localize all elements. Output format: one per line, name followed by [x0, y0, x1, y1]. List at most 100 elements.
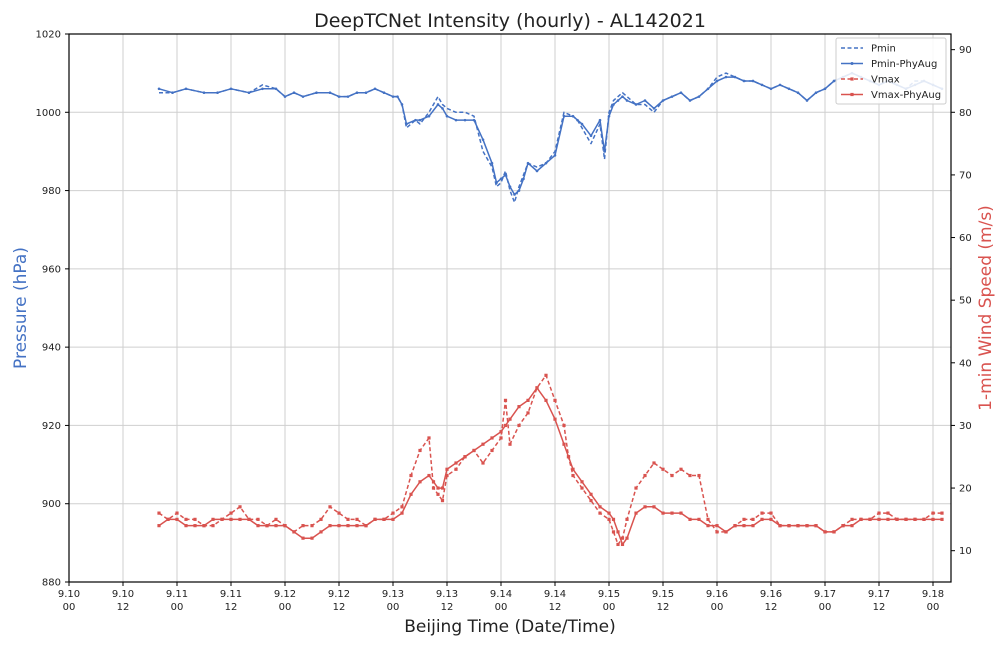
vmax-point — [769, 511, 773, 515]
pmin-phyaug-point — [301, 95, 305, 98]
vmax-phyaug-point — [508, 417, 512, 421]
pmin-phyaug-point — [454, 118, 458, 122]
vmax-phyaug-point — [517, 405, 521, 409]
pmin-phyaug-point — [157, 87, 161, 91]
x-tick-label: 00 — [711, 602, 724, 613]
pmin-phyaug-point — [400, 103, 404, 106]
vmax-phyaug-point — [346, 524, 350, 528]
vmax-phyaug-point — [850, 524, 854, 528]
right-y-tick-label: 40 — [959, 358, 972, 369]
pmin-phyaug-point — [621, 95, 624, 98]
pmin-phyaug-point — [742, 79, 746, 83]
x-axis-title: Beijing Time (Date/Time) — [404, 617, 616, 637]
vmax-point — [346, 517, 350, 521]
pmin-phyaug-point — [526, 161, 530, 165]
vmax-phyaug-point — [157, 524, 161, 528]
vmax-phyaug-point — [409, 492, 413, 496]
vmax-phyaug-point — [238, 517, 242, 521]
x-tick-label: 9.17 — [814, 589, 836, 600]
vmax-point — [940, 511, 944, 515]
vmax-point — [418, 448, 422, 453]
vmax-phyaug-series — [157, 386, 944, 547]
vmax-phyaug-point — [895, 517, 899, 521]
vmax-point — [328, 505, 332, 509]
left-y-tick-label: 1020 — [36, 30, 61, 41]
vmax-phyaug-point — [688, 517, 692, 521]
pmin-phyaug-point — [661, 99, 665, 102]
pmin-phyaug-point — [292, 91, 296, 95]
vmax-phyaug-point — [643, 505, 647, 509]
vmax-point — [652, 461, 656, 465]
vmax-phyaug-point — [913, 517, 917, 521]
vmax-point — [391, 511, 395, 515]
pmin-phyaug-point — [805, 99, 809, 102]
vmax-point — [427, 436, 431, 440]
pmin-phyaug-point — [261, 87, 264, 91]
vmax-phyaug-point — [922, 517, 926, 521]
pmin-phyaug-point — [184, 87, 188, 91]
vmax-phyaug-point — [265, 524, 269, 528]
vmax-point — [679, 467, 683, 471]
pmin-phyaug-point — [499, 177, 503, 181]
vmax-phyaug-point — [562, 442, 566, 446]
vmax-phyaug-point — [436, 486, 440, 490]
pmin-phyaug-point — [355, 91, 359, 95]
vmax-phyaug-point — [566, 455, 571, 459]
vmax-phyaug-point — [616, 530, 620, 534]
vmax-phyaug-point — [877, 517, 881, 521]
vmax-point — [503, 398, 508, 402]
grid-lines — [68, 33, 951, 583]
vmax-phyaug-point — [724, 530, 728, 534]
vmax-point — [409, 473, 413, 478]
x-tick-label: 12 — [225, 602, 238, 613]
vmax-point — [589, 498, 593, 503]
vmax-point — [517, 423, 521, 428]
pmin-phyaug-point — [796, 91, 800, 95]
vmax-phyaug-point — [175, 517, 179, 521]
vmax-point — [440, 498, 445, 503]
x-tick-label: 12 — [117, 602, 130, 613]
vmax-phyaug-point — [868, 517, 872, 521]
vmax-point — [445, 473, 449, 478]
vmax-phyaug-point — [670, 511, 674, 515]
plot-frame — [68, 33, 952, 583]
pmin-phyaug-point — [670, 95, 674, 98]
vmax-phyaug-point — [607, 511, 611, 515]
vmax-point — [553, 398, 557, 402]
vmax-point — [490, 448, 494, 453]
right-y-tick-label: 50 — [959, 296, 972, 307]
vmax-point — [688, 473, 692, 478]
vmax-point — [697, 473, 701, 478]
pmin-phyaug-point — [706, 87, 710, 91]
vmax-point — [706, 517, 710, 521]
vmax-phyaug-point — [751, 524, 755, 528]
pmin-phyaug-point — [517, 189, 521, 192]
vmax-point — [184, 517, 188, 521]
vmax-phyaug-point — [571, 467, 575, 471]
vmax-point — [400, 505, 404, 509]
vmax-phyaug-point — [202, 524, 206, 528]
pmin-phyaug-point — [396, 95, 399, 98]
pmin-phyaug-point — [315, 91, 318, 95]
vmax-phyaug-point — [544, 398, 548, 402]
vmax-phyaug-point — [940, 517, 944, 521]
x-tick-label: 9.16 — [706, 589, 728, 600]
vmax-phyaug-point — [283, 524, 287, 528]
x-tick-label: 00 — [495, 602, 508, 613]
vmax-phyaug-point — [274, 524, 278, 528]
left-axis-title: Pressure (hPa) — [11, 247, 31, 369]
right-y-tick-label: 30 — [959, 421, 972, 432]
vmax-point — [661, 467, 665, 471]
legend-box — [835, 37, 947, 105]
legend-label-pmin-phyaug: Pmin-PhyAug — [871, 59, 937, 70]
vmax-point — [508, 442, 512, 446]
x-axis-ticks: 9.10 00 9.10 12 9.11 00 9.11 12 9.12 00 9.12 12 9.13… — [58, 582, 944, 613]
pmin-phyaug-point — [427, 114, 431, 118]
vmax-phyaug-point — [382, 517, 386, 521]
legend-label-pmin: Pmin — [871, 44, 896, 55]
vmax-phyaug-point — [787, 524, 791, 528]
x-tick-label: 00 — [603, 602, 616, 613]
vmax-point — [580, 486, 584, 490]
vmax-point — [607, 517, 611, 521]
pmin-phyaug-point — [202, 91, 206, 95]
